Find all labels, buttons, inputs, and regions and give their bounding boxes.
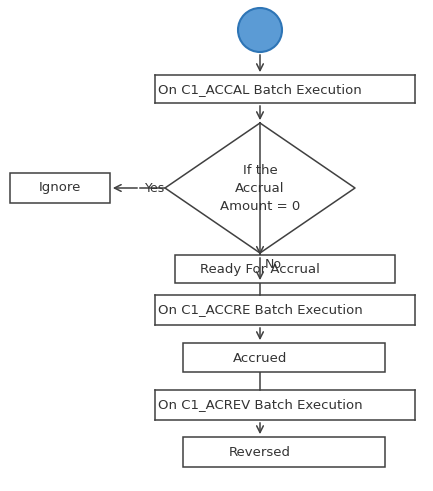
Text: Ignore: Ignore xyxy=(39,182,81,194)
Text: Reversed: Reversed xyxy=(229,445,291,459)
Text: Yes: Yes xyxy=(145,182,165,194)
Bar xyxy=(183,343,385,372)
Circle shape xyxy=(238,8,282,52)
Text: On C1_ACCAL Batch Execution: On C1_ACCAL Batch Execution xyxy=(158,83,362,97)
Bar xyxy=(183,437,385,467)
Bar xyxy=(10,173,110,203)
Text: Accrued: Accrued xyxy=(233,352,287,364)
Text: Ready For Accrual: Ready For Accrual xyxy=(200,264,320,276)
Bar xyxy=(175,255,395,283)
Text: On C1_ACCRE Batch Execution: On C1_ACCRE Batch Execution xyxy=(158,303,362,317)
Text: If the
Accrual
Amount = 0: If the Accrual Amount = 0 xyxy=(220,164,300,213)
Text: On C1_ACREV Batch Execution: On C1_ACREV Batch Execution xyxy=(158,399,362,411)
Text: No: No xyxy=(265,258,282,271)
Polygon shape xyxy=(165,123,355,253)
